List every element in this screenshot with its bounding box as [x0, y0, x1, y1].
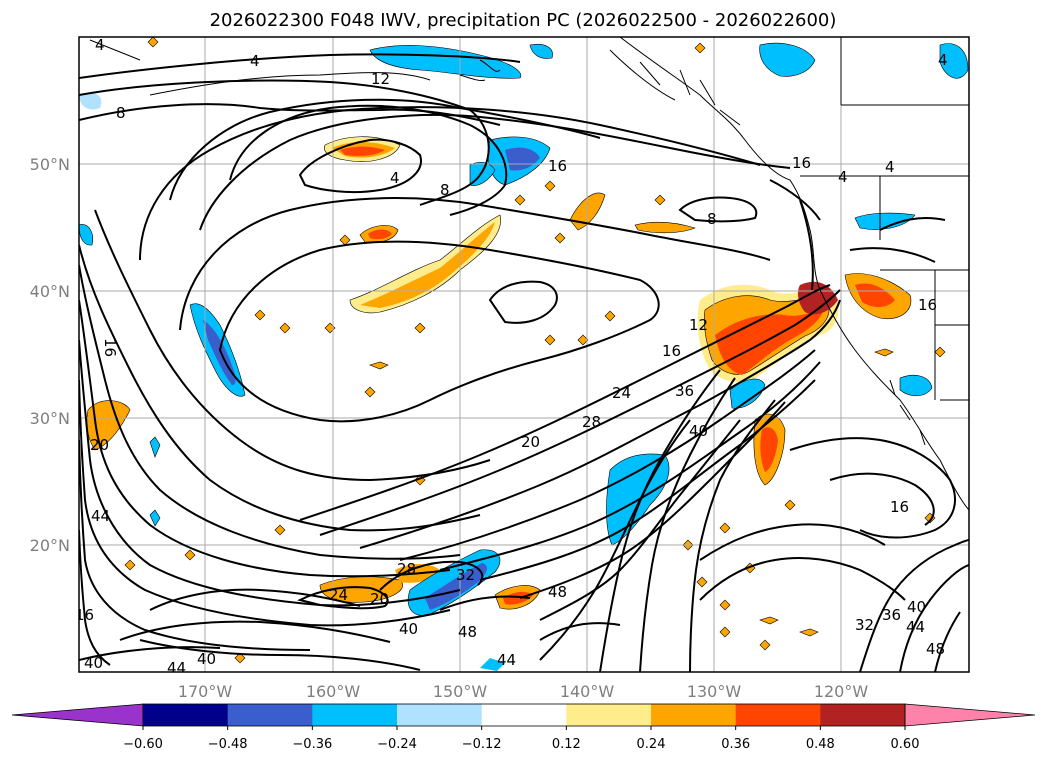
colorbar-tick-label: 0.36 — [721, 737, 750, 752]
colorbar-segment — [481, 704, 567, 726]
svg-text:44: 44 — [497, 651, 516, 669]
svg-text:40: 40 — [84, 654, 103, 672]
lon-label: 120°W — [814, 682, 869, 701]
map-frame — [78, 36, 970, 673]
svg-text:20: 20 — [521, 433, 540, 451]
svg-text:4: 4 — [95, 36, 105, 54]
svg-text:4: 4 — [250, 52, 260, 70]
lon-label: 130°W — [687, 682, 742, 701]
contour-labels: 4 4 8 12 16 16 4 8 8 16 12 16 24 28 36 4… — [75, 36, 948, 677]
svg-text:48: 48 — [926, 640, 945, 658]
svg-text:16: 16 — [101, 338, 119, 357]
colorbar-segment — [227, 704, 313, 726]
colorbar — [11, 703, 1036, 727]
svg-text:44: 44 — [167, 659, 186, 677]
colorbar-segment — [566, 704, 652, 726]
colorbar-segment — [312, 704, 398, 726]
svg-text:28: 28 — [397, 560, 416, 578]
svg-text:36: 36 — [675, 382, 694, 400]
colorbar-tick-label: 0.48 — [806, 737, 835, 752]
colorbar-ticks: −0.60 −0.48 −0.36 −0.24 −0.12 0.12 0.24 0.36 0.4… — [123, 726, 919, 752]
iwv-contours — [79, 53, 969, 672]
lat-label: 50°N — [30, 155, 70, 174]
longitude-labels: 170°W 160°W 150°W 140°W 130°W 120°W — [178, 682, 869, 701]
lon-label: 170°W — [178, 682, 233, 701]
svg-text:16: 16 — [890, 498, 909, 516]
svg-text:44: 44 — [906, 618, 925, 636]
svg-text:40: 40 — [907, 598, 926, 616]
svg-text:8: 8 — [116, 104, 126, 122]
colorbar-segment — [820, 704, 906, 726]
svg-text:20: 20 — [370, 590, 389, 608]
colorbar-extend-high — [904, 703, 1036, 727]
svg-text:48: 48 — [548, 583, 567, 601]
colorbar-tick-label: −0.24 — [377, 737, 417, 752]
colorbar-tick-label: 0.60 — [891, 737, 920, 752]
svg-text:48: 48 — [458, 623, 477, 641]
svg-text:16: 16 — [918, 296, 937, 314]
lat-label: 30°N — [30, 409, 70, 428]
svg-text:24: 24 — [612, 384, 631, 402]
colorbar-extend-low — [11, 703, 144, 727]
colorbar-segment — [651, 704, 737, 726]
svg-text:32: 32 — [456, 566, 475, 584]
svg-text:40: 40 — [689, 422, 708, 440]
colorbar-tick-label: −0.12 — [462, 737, 502, 752]
lat-label: 20°N — [30, 536, 70, 555]
svg-text:12: 12 — [371, 70, 390, 88]
svg-text:12: 12 — [689, 316, 708, 334]
coastlines — [89, 37, 969, 511]
colorbar-segment — [735, 704, 821, 726]
colorbar-frame — [142, 703, 906, 727]
svg-text:8: 8 — [707, 210, 717, 228]
colorbar-tick-label: −0.60 — [123, 737, 163, 752]
colorbar-tick-label: 0.24 — [637, 737, 666, 752]
svg-text:40: 40 — [399, 620, 418, 638]
svg-text:4: 4 — [390, 169, 400, 187]
svg-text:20: 20 — [90, 436, 109, 454]
svg-text:32: 32 — [855, 616, 874, 634]
svg-text:28: 28 — [582, 413, 601, 431]
colorbar-tick-label: −0.48 — [208, 737, 248, 752]
latitude-labels: 50°N 40°N 30°N 20°N — [30, 155, 70, 555]
svg-text:16: 16 — [792, 154, 811, 172]
colorbar-segment — [143, 704, 229, 726]
svg-text:16: 16 — [75, 606, 94, 624]
svg-text:40: 40 — [197, 650, 216, 668]
lon-label: 150°W — [433, 682, 488, 701]
lon-label: 160°W — [306, 682, 361, 701]
svg-text:44: 44 — [91, 507, 110, 525]
svg-text:4: 4 — [838, 168, 848, 186]
svg-text:8: 8 — [440, 181, 450, 199]
figure-title: 2026022300 F048 IWV, precipitation PC (2… — [210, 10, 837, 31]
colorbar-tick-label: 0.12 — [552, 737, 581, 752]
svg-text:16: 16 — [548, 157, 567, 175]
svg-text:24: 24 — [329, 586, 348, 604]
lon-label: 140°W — [560, 682, 615, 701]
svg-text:4: 4 — [885, 158, 895, 176]
svg-text:36: 36 — [882, 606, 901, 624]
colorbar-tick-label: −0.36 — [292, 737, 332, 752]
map-content: 4 4 8 12 16 16 4 8 8 16 12 16 24 28 36 4… — [75, 36, 969, 677]
svg-text:16: 16 — [662, 342, 681, 360]
colorbar-segment — [397, 704, 483, 726]
svg-text:4: 4 — [938, 51, 948, 69]
lat-label: 40°N — [30, 282, 70, 301]
